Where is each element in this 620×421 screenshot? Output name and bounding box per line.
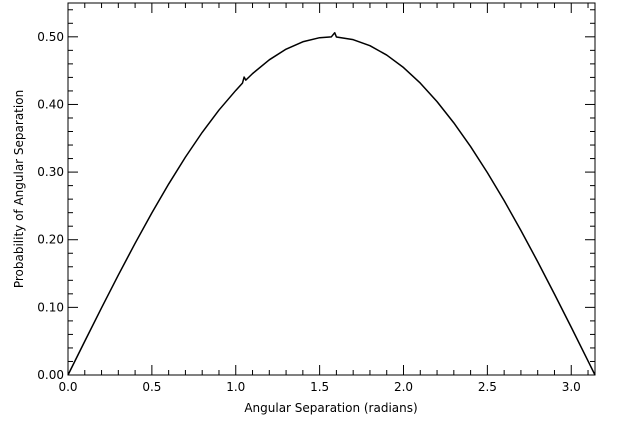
y-axis-label: Probability of Angular Separation [12, 90, 26, 288]
y-tick-label: 0.40 [37, 97, 64, 111]
y-axis-tick-labels: 0.00 0.10 0.20 0.30 0.40 0.50 [37, 30, 64, 382]
plot-frame [67, 2, 596, 376]
y-axis-ticks [68, 9, 595, 376]
series-group [67, 32, 596, 376]
x-axis-tick-labels: 0.0 0.5 1.0 1.5 2.0 2.5 3.0 [58, 380, 580, 394]
x-tick-label: 3.0 [562, 380, 581, 394]
x-tick-label: 2.0 [394, 380, 413, 394]
x-tick-label: 1.0 [226, 380, 245, 394]
x-axis-ticks [67, 3, 589, 375]
y-tick-label: 0.10 [37, 300, 64, 314]
series-line-0 [67, 32, 596, 376]
y-tick-label: 0.30 [37, 165, 64, 179]
x-tick-label: 1.5 [310, 380, 329, 394]
x-tick-label: 2.5 [478, 380, 497, 394]
y-tick-label: 0.20 [37, 233, 64, 247]
x-tick-label: 0.5 [142, 380, 161, 394]
y-tick-label: 0.00 [37, 368, 64, 382]
y-tick-label: 0.50 [37, 30, 64, 44]
x-axis-label: Angular Separation (radians) [244, 401, 417, 415]
x-tick-label: 0.0 [58, 380, 77, 394]
